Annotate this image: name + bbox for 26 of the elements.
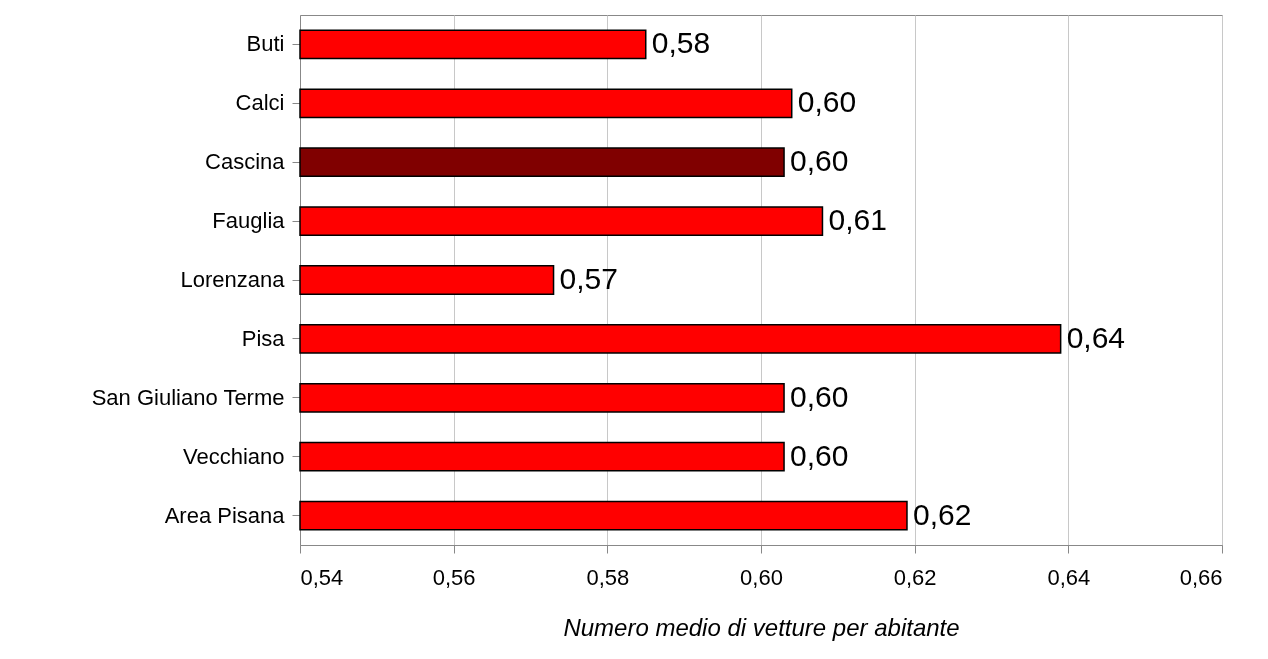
y-tick-label: Cascina — [205, 149, 286, 175]
x-tick-label: 0,62 — [893, 564, 937, 590]
x-tick-label: 0,60 — [740, 564, 783, 590]
y-tick-label: San Giuliano Terme — [91, 384, 285, 410]
data-label: 0,57 — [559, 262, 618, 295]
y-tick-label: Pisa — [241, 325, 286, 351]
x-tick-label: 0,56 — [432, 564, 476, 590]
y-tick-label: Calci — [235, 90, 285, 116]
y-tick-label: Area Pisana — [164, 502, 286, 528]
y-tick-label: Buti — [246, 31, 285, 57]
data-label: 0,60 — [790, 144, 849, 178]
x-tick-label: 0,64 — [1047, 564, 1091, 590]
x-tick-label: 0,58 — [586, 564, 630, 590]
data-label: 0,58 — [651, 26, 711, 60]
data-label: 0,60 — [797, 85, 857, 119]
data-label: 0,62 — [912, 497, 972, 531]
x-tick-label: 0,54 — [300, 564, 344, 590]
data-label: 0,64 — [1066, 320, 1126, 354]
data-label: 0,60 — [790, 379, 849, 413]
data-label: 0,60 — [790, 438, 849, 472]
y-tick-label: Lorenzana — [180, 267, 286, 292]
data-label: 0,61 — [828, 203, 887, 237]
y-tick-label: Vecchiano — [182, 443, 285, 469]
x-axis-title: Numero medio di vetture per abitante — [563, 613, 960, 641]
y-tick-label: Fauglia — [212, 208, 286, 234]
x-tick-label: 0,66 — [1179, 564, 1223, 590]
